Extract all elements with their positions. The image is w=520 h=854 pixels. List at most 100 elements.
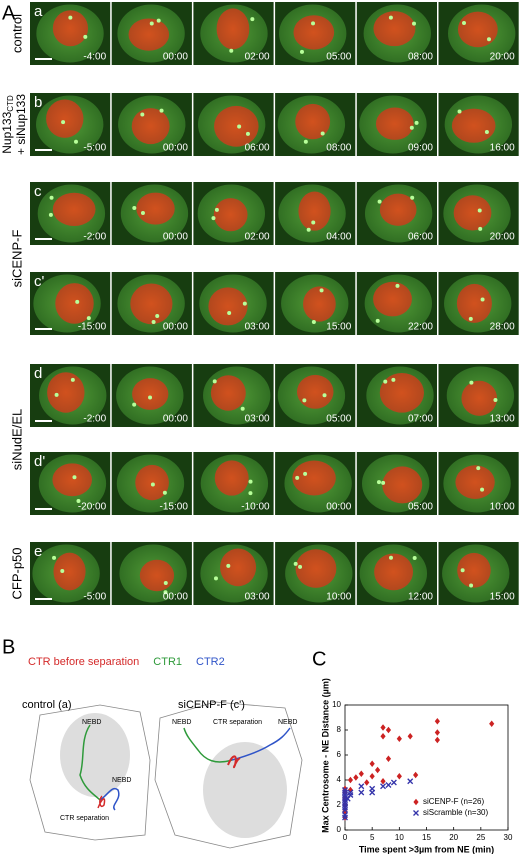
centrosome [140, 112, 145, 117]
time-label: 16:00 [490, 143, 515, 154]
micrograph [30, 364, 111, 427]
point [380, 778, 386, 785]
centrosome [159, 108, 164, 113]
time-label: 00:00 [163, 322, 188, 333]
micrograph [30, 2, 111, 65]
centrosome [229, 48, 234, 53]
condition-label: control [9, 14, 24, 53]
point [353, 774, 359, 781]
centrosome [311, 320, 316, 325]
nucleus [461, 380, 498, 416]
point [347, 792, 354, 798]
centrosome [480, 487, 485, 492]
nucleus [52, 192, 96, 226]
diagram-title: siCENP-F (c') [178, 699, 245, 711]
micrograph [438, 364, 519, 427]
centrosome [410, 195, 415, 200]
nucleus [456, 283, 492, 323]
centrosome [306, 227, 311, 232]
time-label: 05:00 [326, 414, 351, 425]
point [407, 778, 414, 785]
row-letter: d' [34, 453, 45, 470]
nucleus [214, 460, 249, 496]
micrograph [193, 93, 274, 156]
nucleus [379, 373, 424, 413]
x-tick-label: 30 [504, 833, 513, 842]
point [385, 782, 392, 788]
panel-label: C [312, 648, 326, 670]
centrosome [68, 15, 73, 20]
point [434, 736, 440, 744]
centrosome [493, 398, 498, 403]
time-label: 20:00 [490, 52, 515, 63]
centrosome [49, 195, 54, 200]
nucleus [46, 99, 84, 138]
row-letter: e [34, 543, 42, 560]
micrograph [193, 364, 274, 427]
legend-text: CTR1 [153, 656, 182, 668]
x-tick-label: 25 [476, 833, 485, 842]
centrosome [480, 297, 485, 302]
time-label: -2:00 [83, 232, 106, 243]
centrosome [155, 313, 160, 318]
point [358, 783, 365, 790]
centrosome [250, 17, 255, 22]
micrograph [30, 272, 111, 335]
centrosome [320, 131, 325, 136]
nucleus [213, 198, 248, 232]
micrograph [356, 272, 437, 335]
point [342, 787, 348, 793]
micrograph [438, 182, 519, 245]
time-label: 05:00 [408, 502, 433, 513]
micrograph [30, 93, 111, 156]
time-label: -2:00 [83, 414, 106, 425]
time-label: 00:00 [163, 414, 188, 425]
micrograph [193, 182, 274, 245]
point [380, 733, 386, 740]
centrosome [70, 377, 75, 382]
micrograph [111, 452, 192, 515]
micrograph [438, 2, 519, 65]
micrograph [356, 542, 437, 605]
y-tick-label: 8 [337, 725, 342, 734]
point [347, 776, 354, 784]
micrograph [193, 2, 274, 65]
x-tick-label: 20 [449, 833, 458, 842]
nucleus [139, 559, 175, 592]
time-label: 05:00 [326, 52, 351, 63]
time-label: -15:00 [160, 502, 189, 513]
condition-main: Nup133 [0, 111, 14, 153]
annotation: CTR separation [213, 719, 262, 726]
point [413, 771, 419, 779]
centrosome [240, 406, 245, 411]
point [369, 773, 375, 780]
centrosome [140, 211, 145, 216]
centrosome [83, 34, 88, 39]
nucleus [130, 283, 173, 325]
micrograph [111, 2, 192, 65]
centrosome [61, 120, 66, 125]
centrosome [149, 21, 154, 26]
nucleus [457, 11, 498, 48]
point [396, 735, 402, 742]
time-label: 00:00 [326, 502, 351, 513]
centrosome [211, 216, 216, 221]
centrosome [484, 129, 489, 134]
time-label: -10:00 [241, 502, 270, 513]
centrosome [132, 206, 137, 211]
micrograph [193, 542, 274, 605]
nucleus [47, 372, 85, 413]
y-tick-label: 6 [337, 750, 342, 759]
nucleus [374, 553, 414, 591]
legend-marker [413, 810, 419, 816]
centrosome [150, 482, 155, 487]
centrosome [311, 21, 316, 26]
nucleus [382, 466, 423, 504]
condition-label: CFP-p50 [9, 547, 24, 599]
x-tick-label: 5 [370, 833, 375, 842]
point [396, 773, 402, 780]
centrosome [477, 208, 482, 213]
micrograph [193, 272, 274, 335]
point [380, 724, 386, 731]
time-label: 03:00 [245, 592, 270, 603]
